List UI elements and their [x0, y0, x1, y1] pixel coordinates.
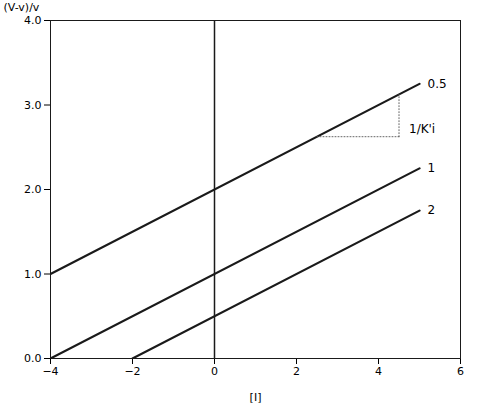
svg-text:4.0: 4.0 — [24, 14, 42, 27]
svg-text:−4: −4 — [42, 365, 58, 378]
svg-text:0.0: 0.0 — [24, 352, 42, 365]
svg-text:[I]: [I] — [250, 391, 262, 403]
svg-text:2: 2 — [293, 365, 300, 378]
svg-text:2: 2 — [428, 203, 436, 217]
svg-text:1.0: 1.0 — [24, 268, 42, 281]
svg-text:0.5: 0.5 — [428, 77, 447, 91]
svg-text:(V-v)/v: (V-v)/v — [4, 1, 40, 14]
svg-text:−2: −2 — [124, 365, 140, 378]
svg-text:4: 4 — [375, 365, 382, 378]
svg-text:0: 0 — [211, 365, 218, 378]
svg-text:2.0: 2.0 — [24, 183, 42, 196]
svg-text:1: 1 — [428, 161, 436, 175]
svg-text:3.0: 3.0 — [24, 99, 42, 112]
svg-text:1/K'i: 1/K'i — [409, 122, 435, 136]
svg-text:6: 6 — [457, 365, 464, 378]
